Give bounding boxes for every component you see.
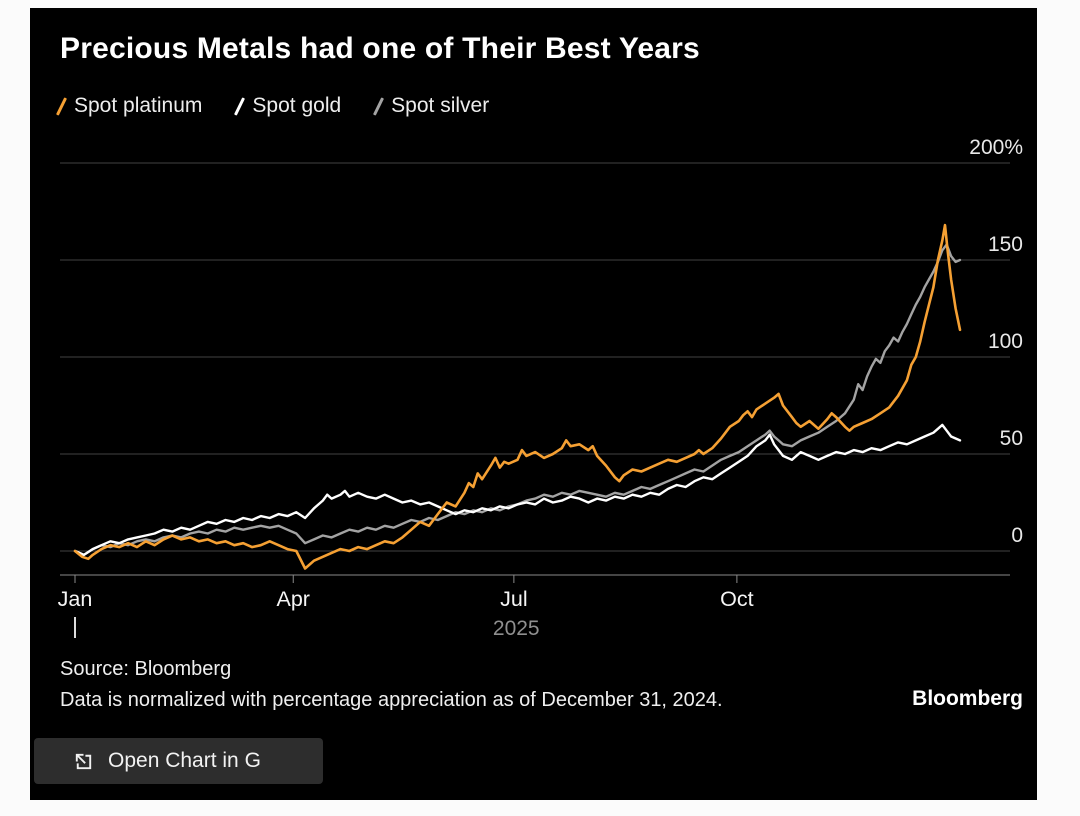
open-chart-icon — [72, 750, 95, 773]
source-text: Source: Bloomberg — [60, 658, 232, 680]
legend-item-spot-gold[interactable]: Spot gold — [234, 94, 342, 118]
y-axis-label: 0 — [1011, 524, 1023, 547]
legend-item-spot-platinum[interactable]: Spot platinum — [55, 94, 203, 118]
y-axis-label: 50 — [1000, 427, 1023, 450]
series-line-spot-platinum — [73, 223, 962, 570]
chart-svg: 0 50 100 150 200% Jan Apr Jul Oct 2025 — [58, 138, 1023, 640]
open-chart-button[interactable]: Open Chart in G — [34, 738, 323, 784]
legend: Spot platinum Spot gold Spot silver — [55, 94, 490, 118]
x-axis-label: Jul — [500, 587, 527, 611]
legend-item-spot-silver[interactable]: Spot silver — [373, 94, 490, 118]
legend-label: Spot gold — [252, 94, 342, 117]
legend-marker-icon — [234, 96, 246, 116]
note-text: Data is normalized with percentage appre… — [60, 689, 723, 711]
legend-marker-icon — [373, 96, 385, 116]
legend-label: Spot silver — [391, 94, 490, 117]
legend-label: Spot platinum — [74, 94, 203, 117]
legend-marker-icon — [55, 96, 68, 116]
series-line-spot-gold — [73, 423, 962, 557]
y-axis-label: 150 — [988, 233, 1023, 256]
y-axis-label: 100 — [988, 330, 1023, 353]
chart-card: Precious Metals had one of Their Best Ye… — [30, 8, 1037, 800]
y-axis-label: 200% — [969, 138, 1023, 159]
x-axis-label: Oct — [720, 587, 753, 611]
year-label: 2025 — [493, 617, 540, 640]
series-line-spot-silver — [73, 243, 962, 557]
x-axis-label: Jan — [58, 587, 93, 611]
open-chart-label: Open Chart in G — [108, 749, 261, 772]
bloomberg-logo: Bloomberg — [912, 687, 1023, 710]
chart-title: Precious Metals had one of Their Best Ye… — [60, 32, 700, 65]
x-axis-label: Apr — [277, 587, 310, 611]
